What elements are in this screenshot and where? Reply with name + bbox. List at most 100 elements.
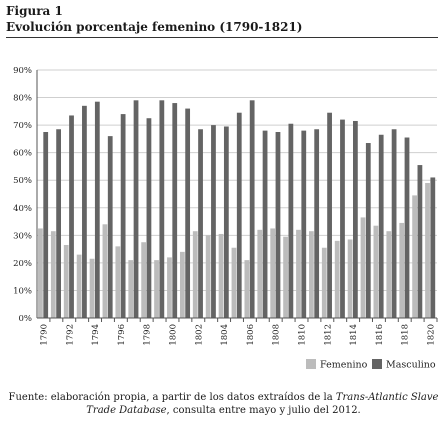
bar-femenino: [321, 247, 327, 318]
bar-femenino: [63, 244, 69, 318]
y-tick-label: 90%: [13, 66, 32, 76]
bar-masculino: [159, 100, 165, 318]
bar-femenino: [128, 260, 134, 318]
bar-femenino: [373, 225, 379, 318]
bar-femenino: [179, 251, 185, 318]
bar-masculino: [275, 132, 281, 318]
bar-femenino: [360, 217, 366, 318]
x-tick-label: 1820: [427, 324, 437, 346]
bar-masculino: [262, 130, 268, 318]
bar-femenino: [89, 258, 95, 318]
x-tick-label: 1808: [272, 324, 282, 346]
bar-masculino: [69, 115, 74, 318]
bar-femenino: [347, 239, 353, 318]
y-tick-label: 20%: [13, 259, 32, 269]
bar-masculino: [378, 134, 384, 318]
bar-masculino: [353, 120, 358, 318]
bar-masculino: [94, 101, 100, 318]
bar-femenino: [399, 222, 405, 318]
bar-femenino: [386, 231, 392, 318]
x-tick-label: 1804: [220, 324, 230, 346]
x-tick-label: 1816: [375, 324, 385, 346]
source-text-2: , consulta entre mayo y julio del 2012.: [166, 405, 361, 416]
bar-femenino: [231, 247, 237, 318]
x-tick-label: 1810: [298, 324, 308, 346]
bar-masculino: [417, 165, 423, 318]
bar-femenino: [283, 236, 288, 318]
bar-femenino: [76, 254, 82, 318]
bar-femenino: [50, 231, 56, 318]
x-tick-label: 1818: [401, 324, 411, 346]
x-tick-label: 1812: [323, 324, 333, 346]
bar-femenino: [425, 182, 430, 318]
legend-label-femenino: Femenino: [320, 360, 368, 371]
x-tick-label: 1800: [168, 324, 178, 346]
x-tick-label: 1790: [39, 324, 49, 346]
bar-masculino: [404, 137, 410, 318]
bar-femenino: [102, 224, 108, 318]
source-text-1: Fuente: elaboración propia, a partir de …: [8, 392, 336, 403]
bar-femenino: [192, 231, 198, 318]
x-tick-label: 1802: [194, 324, 204, 346]
bar-chart: 1790 1792 1794 1796 1798 1800 1802 1804 1806 1808…: [13, 66, 438, 371]
bar-masculino: [107, 136, 113, 318]
bar-masculino: [43, 132, 49, 318]
y-tick-label: 30%: [13, 231, 32, 241]
bar-femenino: [334, 240, 340, 318]
bar-masculino: [211, 125, 216, 318]
bar-masculino: [133, 100, 139, 318]
bar-femenino: [205, 235, 211, 318]
y-tick-label: 80%: [13, 94, 32, 104]
y-tick-label: 10%: [13, 286, 32, 296]
bar-femenino: [412, 195, 417, 318]
bar-femenino: [115, 246, 121, 318]
y-tick-label: 50%: [13, 176, 32, 186]
bar-femenino: [309, 231, 314, 318]
bar-masculino: [236, 112, 242, 318]
source-line-1: Fuente: elaboración propia, a partir de …: [0, 391, 447, 404]
y-tick-label: 70%: [13, 121, 32, 131]
bar-femenino: [270, 228, 276, 318]
bar-masculino: [340, 119, 345, 318]
bar-femenino: [244, 260, 250, 318]
bar-femenino: [218, 233, 224, 318]
x-tick-label: 1814: [349, 324, 359, 346]
bar-masculino: [198, 129, 203, 318]
bar-masculino: [301, 130, 307, 318]
bar-masculino: [327, 112, 332, 318]
legend-label-masculino: Masculino: [386, 360, 436, 371]
y-tick-label: 0%: [19, 314, 33, 324]
bar-femenino: [257, 229, 263, 318]
bar-masculino: [391, 129, 397, 318]
bar-femenino: [296, 229, 301, 318]
source-database-name-1: Trans-Atlantic Slave: [335, 392, 439, 403]
title-rule: [6, 37, 438, 38]
x-tick-label: 1792: [65, 324, 75, 346]
bar-masculino: [314, 129, 320, 318]
bar-masculino: [82, 105, 87, 318]
x-axis: 1790 1792 1794 1796 1798 1800 1802 1804 1806 1808…: [37, 317, 438, 346]
legend-swatch-femenino: [306, 359, 316, 369]
bar-masculino: [146, 118, 152, 318]
bar-masculino: [365, 143, 371, 318]
source-line-2: Trade Database, consulta entre mayo y ju…: [0, 404, 447, 417]
legend: Femenino Masculino: [306, 359, 436, 371]
bar-femenino: [38, 228, 43, 318]
bar-masculino: [288, 123, 294, 318]
bar-masculino: [430, 177, 436, 318]
figure-label: Figura 1: [6, 4, 63, 18]
y-tick-label: 40%: [13, 204, 32, 214]
bar-femenino: [154, 260, 159, 318]
x-tick-label: 1806: [246, 324, 256, 346]
bars: [38, 100, 436, 318]
x-tick-label: 1798: [143, 324, 153, 346]
source-note: Fuente: elaboración propia, a partir de …: [0, 391, 447, 417]
bar-masculino: [249, 100, 255, 318]
x-tick-label: 1794: [91, 324, 101, 346]
bar-masculino: [56, 129, 61, 318]
legend-swatch-masculino: [372, 359, 382, 369]
bar-masculino: [223, 126, 229, 318]
bar-femenino: [141, 242, 147, 318]
bar-masculino: [172, 103, 178, 318]
bar-femenino: [167, 257, 172, 318]
